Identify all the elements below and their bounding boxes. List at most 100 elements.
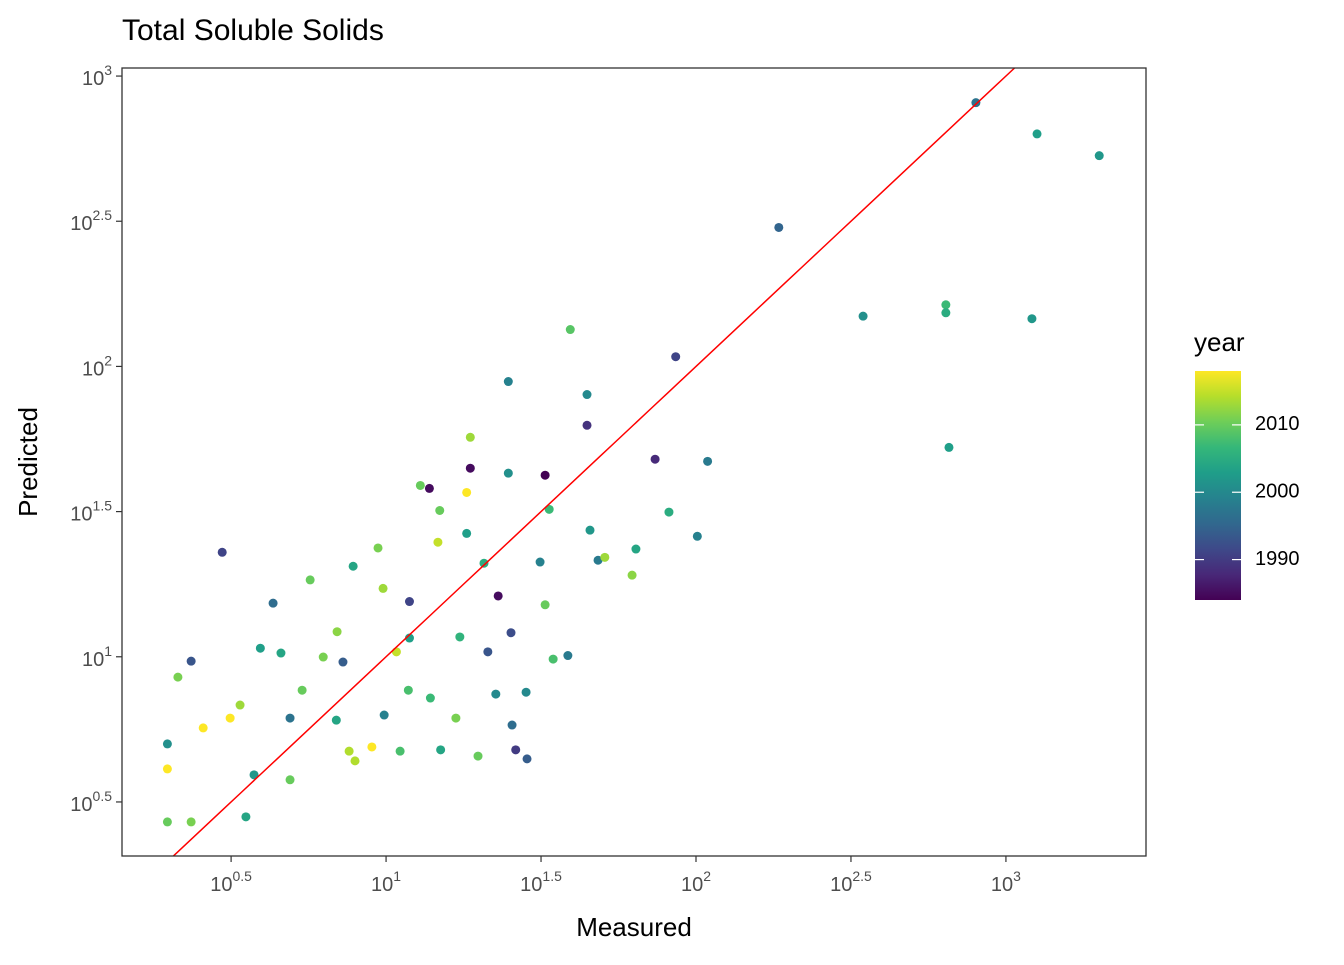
legend-title: year [1194, 327, 1245, 357]
point [664, 507, 674, 517]
point [462, 528, 472, 538]
point [1094, 151, 1104, 161]
point [1032, 129, 1042, 139]
reference-line [172, 68, 1016, 856]
point [1027, 314, 1037, 324]
point [217, 547, 227, 557]
point [650, 454, 660, 464]
point [403, 685, 413, 695]
point [367, 742, 377, 752]
point [522, 754, 532, 764]
colorbar-label: 2010 [1255, 413, 1300, 435]
point [585, 525, 595, 535]
point [506, 628, 516, 638]
point [162, 739, 172, 749]
point [507, 720, 517, 730]
point [162, 817, 172, 827]
point [563, 651, 573, 661]
point [285, 775, 295, 785]
point [941, 308, 951, 318]
y-tick-label: 102 [82, 352, 112, 381]
point [540, 470, 550, 480]
point [535, 557, 545, 567]
point [858, 311, 868, 321]
point [186, 817, 196, 827]
colorbar-label: 1990 [1255, 548, 1300, 570]
point [548, 654, 558, 664]
point [631, 544, 641, 554]
point [593, 555, 603, 565]
point [318, 652, 328, 662]
point [503, 377, 513, 387]
point [332, 627, 342, 637]
point [435, 505, 445, 515]
point [241, 812, 251, 822]
chart-title: Total Soluble Solids [122, 14, 384, 47]
y-tick-label: 100.5 [70, 788, 112, 817]
point [378, 583, 388, 593]
x-tick-label: 101.5 [520, 868, 562, 897]
point [582, 420, 592, 430]
panel-border [121, 67, 1147, 857]
point [350, 756, 360, 766]
point [600, 552, 610, 562]
point [268, 598, 278, 608]
point [198, 723, 208, 733]
point [225, 713, 235, 723]
point [424, 483, 434, 493]
point [671, 352, 681, 362]
point [425, 693, 435, 703]
reference [172, 68, 1016, 856]
point [692, 531, 702, 541]
x-tick-label: 103 [991, 868, 1021, 897]
point [455, 632, 465, 642]
point [451, 713, 461, 723]
point [404, 597, 414, 607]
point [540, 600, 550, 610]
point [462, 487, 472, 497]
point [473, 751, 483, 761]
point [503, 468, 513, 478]
point [297, 685, 307, 695]
point [483, 647, 493, 657]
point [971, 98, 981, 108]
point [433, 537, 443, 547]
colorbar [1195, 371, 1241, 600]
point [491, 689, 501, 699]
point [941, 300, 951, 310]
point [493, 591, 503, 601]
point [465, 432, 475, 442]
point [627, 570, 637, 580]
point [436, 745, 446, 755]
y-tick-label: 103 [82, 62, 112, 91]
point [235, 700, 245, 710]
point [703, 456, 713, 466]
point [373, 543, 383, 553]
y-tick-label: 101.5 [70, 497, 112, 526]
point [379, 710, 389, 720]
point [173, 672, 183, 682]
point [521, 687, 531, 697]
x-tick-label: 102.5 [830, 868, 872, 897]
x-tick-label: 102 [681, 868, 711, 897]
point [331, 715, 341, 725]
x-tick-label: 101 [371, 868, 401, 897]
point [344, 746, 354, 756]
point [255, 643, 265, 653]
point [511, 745, 521, 755]
point [415, 480, 425, 490]
point [249, 770, 259, 780]
y-tick-label: 101 [82, 642, 112, 671]
points [162, 98, 1104, 827]
x-tick-label: 100.5 [210, 868, 252, 897]
point [391, 647, 401, 657]
point [774, 222, 784, 232]
point [305, 575, 315, 585]
point [285, 713, 295, 723]
point [162, 764, 172, 774]
point [944, 442, 954, 452]
y-axis-title: Predicted [13, 407, 43, 517]
point [465, 463, 475, 473]
